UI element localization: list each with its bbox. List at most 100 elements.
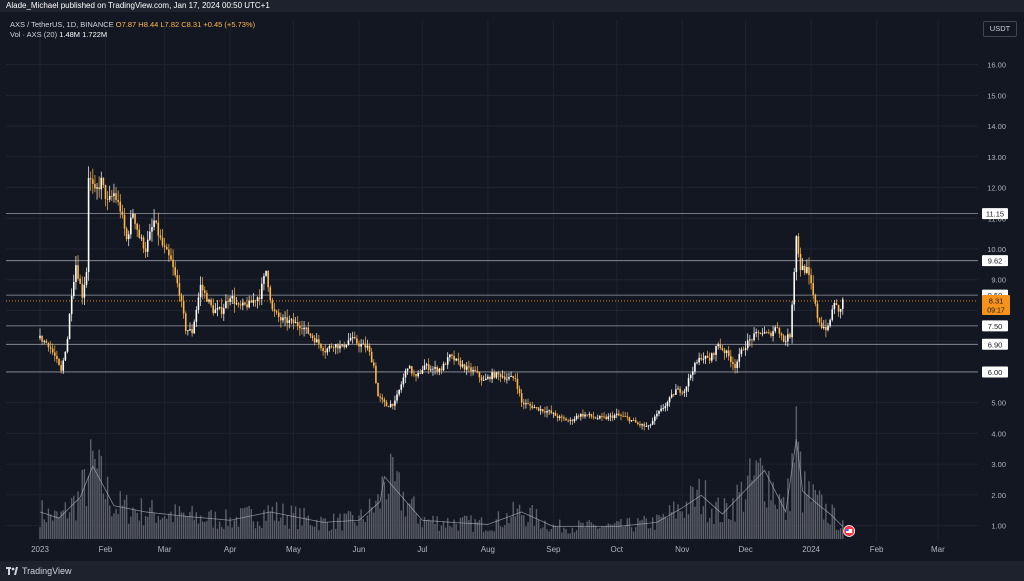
candle-body — [98, 187, 100, 190]
volume-bar — [41, 500, 43, 539]
volume-bar — [316, 519, 318, 539]
candle-body — [765, 332, 768, 333]
volume-bar — [742, 511, 745, 539]
candle-body — [263, 275, 265, 284]
volume-bar — [635, 527, 637, 539]
volume-bar — [125, 495, 128, 539]
candle-body — [81, 283, 84, 298]
candle-body — [125, 228, 128, 240]
candle-body — [408, 366, 411, 369]
candle-body — [106, 199, 109, 200]
volume-bar — [400, 510, 402, 539]
y-tick-label: 13.00 — [987, 153, 1006, 162]
candle-body — [653, 416, 656, 421]
volume-bar — [383, 482, 386, 539]
volume-bar — [180, 512, 183, 539]
volume-bar — [246, 507, 248, 539]
candle-body — [484, 378, 487, 381]
candle-body — [531, 405, 534, 409]
volume-bar — [284, 525, 286, 539]
candle-body — [368, 345, 371, 352]
volume-bar — [533, 526, 536, 539]
volume-bar — [392, 457, 394, 539]
volume-bar — [259, 526, 261, 539]
volume-bar — [801, 512, 804, 539]
candle-body — [761, 333, 764, 335]
volume-bar — [791, 453, 793, 539]
candle-body — [356, 338, 358, 344]
candle-body — [392, 403, 394, 406]
volume-bar — [768, 470, 770, 539]
volume-bar — [618, 521, 620, 539]
volume-bar — [102, 493, 105, 539]
tradingview-logo[interactable]: TradingView — [6, 561, 72, 581]
candle-body — [599, 416, 601, 419]
candle-body — [343, 344, 346, 348]
candle-body — [651, 420, 654, 425]
candle-body — [155, 220, 157, 223]
chart-area[interactable] — [0, 12, 1024, 561]
volume-bar — [421, 527, 424, 539]
candle-body — [280, 317, 282, 321]
candle-body — [265, 270, 267, 276]
candle-body — [334, 344, 337, 348]
volume-bar — [833, 507, 836, 539]
candle-body — [734, 364, 736, 369]
volume-bar — [785, 519, 787, 539]
candle-body — [233, 296, 236, 304]
last-price-tag — [982, 294, 1010, 315]
volume-bar — [711, 508, 713, 539]
volume-bar — [185, 515, 187, 539]
volume-bar — [47, 508, 50, 539]
volume-bar — [527, 522, 529, 539]
x-tick-label: Oct — [611, 545, 624, 554]
candle-body — [326, 348, 329, 353]
volume-bar — [75, 520, 77, 539]
level-tag-label: 9.62 — [988, 257, 1003, 266]
candle-body — [706, 355, 709, 358]
volume-bar — [575, 530, 578, 539]
candle-body — [45, 340, 48, 343]
candle-body — [121, 211, 124, 215]
volume-bar — [512, 501, 514, 539]
candle-body — [455, 358, 457, 361]
currency-button[interactable]: USDT — [983, 21, 1017, 37]
volume-bar — [780, 498, 783, 539]
volume-bar — [307, 515, 310, 539]
volume-bar — [831, 504, 833, 539]
volume-bar — [339, 513, 341, 539]
volume-bar — [649, 527, 652, 539]
volume-bar — [835, 529, 838, 539]
candle-body — [149, 231, 151, 240]
volume-bar — [290, 505, 293, 539]
volume-bar — [630, 527, 633, 539]
volume-bar — [140, 498, 143, 539]
volume-bar — [244, 507, 246, 539]
volume-bar — [487, 531, 489, 539]
volume-bar — [651, 517, 654, 539]
candle-body — [780, 333, 783, 336]
candle-body — [119, 201, 122, 212]
candle-body — [60, 365, 62, 371]
volume-bar — [763, 501, 766, 539]
volume-value: 1.48M — [59, 30, 81, 39]
volume-bar — [62, 510, 64, 539]
publish-info: Alade_Michael published on TradingView.c… — [6, 1, 270, 10]
volume-bar — [322, 518, 324, 539]
candle-body — [480, 377, 483, 381]
volume-bar — [823, 519, 825, 539]
volume-bar — [601, 526, 603, 539]
volume-bar — [550, 528, 552, 539]
x-tick-label: Jun — [353, 545, 366, 554]
volume-bar — [58, 517, 60, 539]
volume-bar — [172, 522, 174, 539]
y-tick-label: 4.00 — [991, 429, 1006, 438]
volume-bar — [755, 460, 757, 539]
candle-body — [584, 414, 586, 417]
volume-bar — [535, 509, 538, 539]
candle-body — [195, 309, 198, 322]
volume-bar — [254, 528, 257, 539]
candle-body — [605, 416, 607, 420]
volume-bar — [404, 516, 407, 539]
